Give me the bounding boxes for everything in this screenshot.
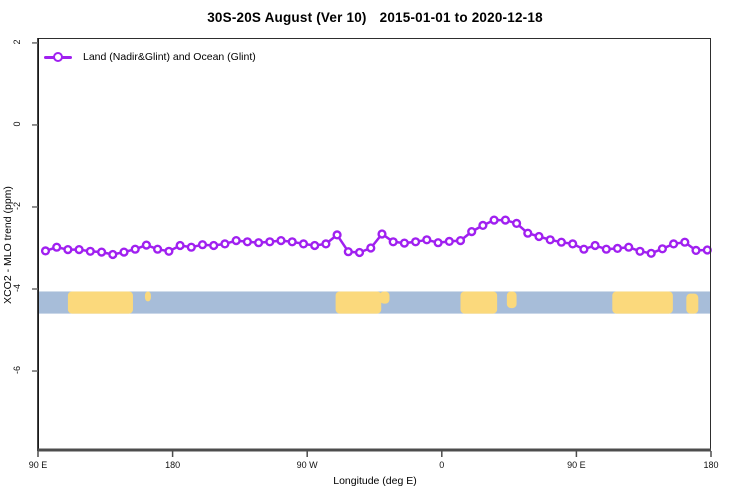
data-point-marker	[343, 247, 353, 257]
data-point-marker	[366, 243, 376, 253]
data-point-marker	[512, 218, 522, 229]
data-point-marker	[646, 248, 656, 258]
land-patch	[335, 291, 382, 314]
data-point-marker	[108, 249, 118, 260]
data-point-marker	[601, 244, 611, 254]
x-tick-label: 0	[439, 460, 445, 470]
chart-canvas	[32, 38, 712, 457]
data-point-marker	[624, 242, 634, 252]
data-point-marker	[310, 240, 320, 251]
x-tick-label: 180	[703, 460, 719, 470]
data-point-marker	[702, 245, 712, 255]
data-point-marker	[545, 235, 555, 245]
data-point-marker	[556, 237, 567, 247]
data-point-marker	[96, 247, 107, 257]
data-point-marker	[680, 237, 690, 247]
chart-title: 30S-20S August (Ver 10) 2015-01-01 to 202…	[0, 10, 750, 25]
data-point-marker	[287, 237, 297, 247]
data-point-marker	[411, 237, 421, 247]
data-point-marker	[377, 229, 387, 239]
data-point-marker	[388, 237, 398, 247]
data-point-marker	[298, 239, 309, 249]
data-point-marker	[175, 240, 185, 251]
data-point-marker	[332, 230, 342, 240]
legend-label: Land (Nadir&Glint) and Ocean (Glint)	[83, 51, 256, 63]
data-point-marker	[534, 231, 544, 242]
y-axis-label: XCO2 - MLO trend (ppm)	[2, 186, 14, 304]
data-point-marker	[164, 246, 174, 256]
land-patch	[379, 291, 390, 304]
data-point-marker	[523, 228, 533, 238]
x-axis-label: Longitude (deg E)	[333, 475, 417, 487]
data-point-marker	[579, 244, 589, 254]
data-point-marker	[152, 244, 163, 254]
data-point-marker	[141, 240, 152, 250]
legend-line-marker	[44, 52, 72, 62]
land-patch	[460, 291, 498, 314]
data-point-marker	[242, 237, 253, 247]
data-point-marker	[467, 227, 477, 237]
data-point-marker	[254, 238, 264, 248]
y-tick-label: -6	[12, 366, 22, 375]
y-tick-label: 2	[12, 39, 22, 45]
data-point-marker	[209, 240, 219, 251]
data-point-marker	[276, 236, 286, 246]
y-tick-label: 0	[12, 121, 22, 127]
chart-title-dates: 2015-01-01 to 2020-12-18	[379, 10, 543, 25]
land-patch	[144, 291, 151, 302]
legend-circle-icon	[53, 52, 63, 62]
data-point-marker	[691, 245, 701, 256]
data-point-marker	[422, 235, 432, 245]
data-point-marker	[657, 244, 668, 254]
data-point-marker	[354, 247, 365, 258]
data-point-marker	[455, 236, 466, 246]
data-point-marker	[500, 215, 511, 225]
x-tick-label: 90 E	[567, 460, 586, 470]
land-patch	[506, 291, 517, 309]
data-point-marker	[489, 215, 499, 225]
data-point-marker	[478, 220, 488, 231]
data-point-marker	[433, 238, 443, 248]
data-point-marker	[119, 247, 129, 257]
legend: Land (Nadir&Glint) and Ocean (Glint)	[44, 49, 256, 65]
data-point-marker	[40, 246, 51, 256]
x-tick-label: 90 W	[296, 460, 318, 470]
land-patch	[686, 293, 699, 314]
data-point-marker	[130, 244, 140, 254]
data-point-marker	[568, 239, 578, 249]
data-point-marker	[52, 242, 62, 252]
land-patch	[67, 291, 133, 314]
data-point-marker	[321, 239, 331, 249]
x-tick-label: 90 E	[28, 460, 48, 470]
data-point-marker	[74, 245, 84, 255]
data-point-marker	[444, 236, 454, 247]
data-point-marker	[186, 242, 196, 252]
data-point-marker	[85, 246, 95, 256]
data-point-marker	[399, 238, 410, 248]
y-tick-label: -4	[12, 283, 22, 292]
x-tick-label: 180	[165, 460, 181, 470]
data-point-marker	[612, 243, 623, 254]
data-point-marker	[63, 245, 73, 255]
data-point-marker	[590, 240, 600, 251]
chart-title-main: 30S-20S August (Ver 10)	[207, 10, 367, 25]
data-point-marker	[220, 239, 230, 249]
data-point-marker	[635, 246, 645, 256]
land-patch	[612, 291, 673, 314]
y-tick-label: -2	[12, 201, 22, 210]
data-point-marker	[668, 239, 679, 249]
data-point-marker	[231, 236, 241, 246]
data-point-marker	[265, 237, 275, 247]
data-point-marker	[197, 240, 208, 250]
